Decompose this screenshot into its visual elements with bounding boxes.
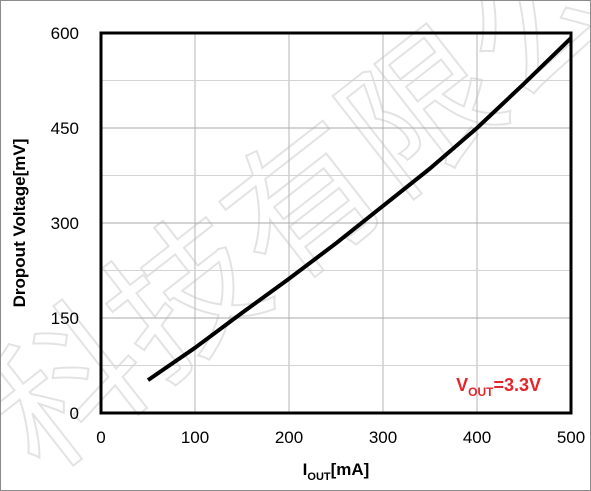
y-tick-label: 150 [51,309,79,328]
x-tick-label: 200 [275,428,303,447]
y-tick-label: 450 [51,119,79,138]
x-tick-label: 0 [96,428,105,447]
grid [101,33,571,413]
vout-annotation-subscript: OUT [468,385,494,399]
y-tick-label: 0 [70,404,79,423]
vout-annotation: VOUT=3.3V [456,375,541,399]
x-axis-title-subscript: OUT [307,471,331,483]
y-axis-title: Dropout Voltage[mV] [10,139,29,308]
x-tick-label: 500 [557,428,585,447]
x-tick-label: 100 [181,428,209,447]
y-axis-ticks: 0 150 300 450 600 [51,24,79,423]
x-tick-label: 400 [463,428,491,447]
y-tick-label: 600 [51,24,79,43]
y-tick-label: 300 [51,214,79,233]
x-tick-label: 300 [369,428,397,447]
x-axis-title-unit: [mA] [331,460,370,479]
vout-annotation-main: V [456,375,468,395]
series-line-0 [146,36,573,382]
plot-area-border [99,31,573,415]
x-axis-ticks: 0 100 200 300 400 500 [96,428,585,447]
x-axis-title: IOUT[mA] [303,460,370,483]
series-layer [146,36,573,382]
vout-annotation-value: =3.3V [493,375,541,395]
x-axis-title-main: I [303,460,308,479]
